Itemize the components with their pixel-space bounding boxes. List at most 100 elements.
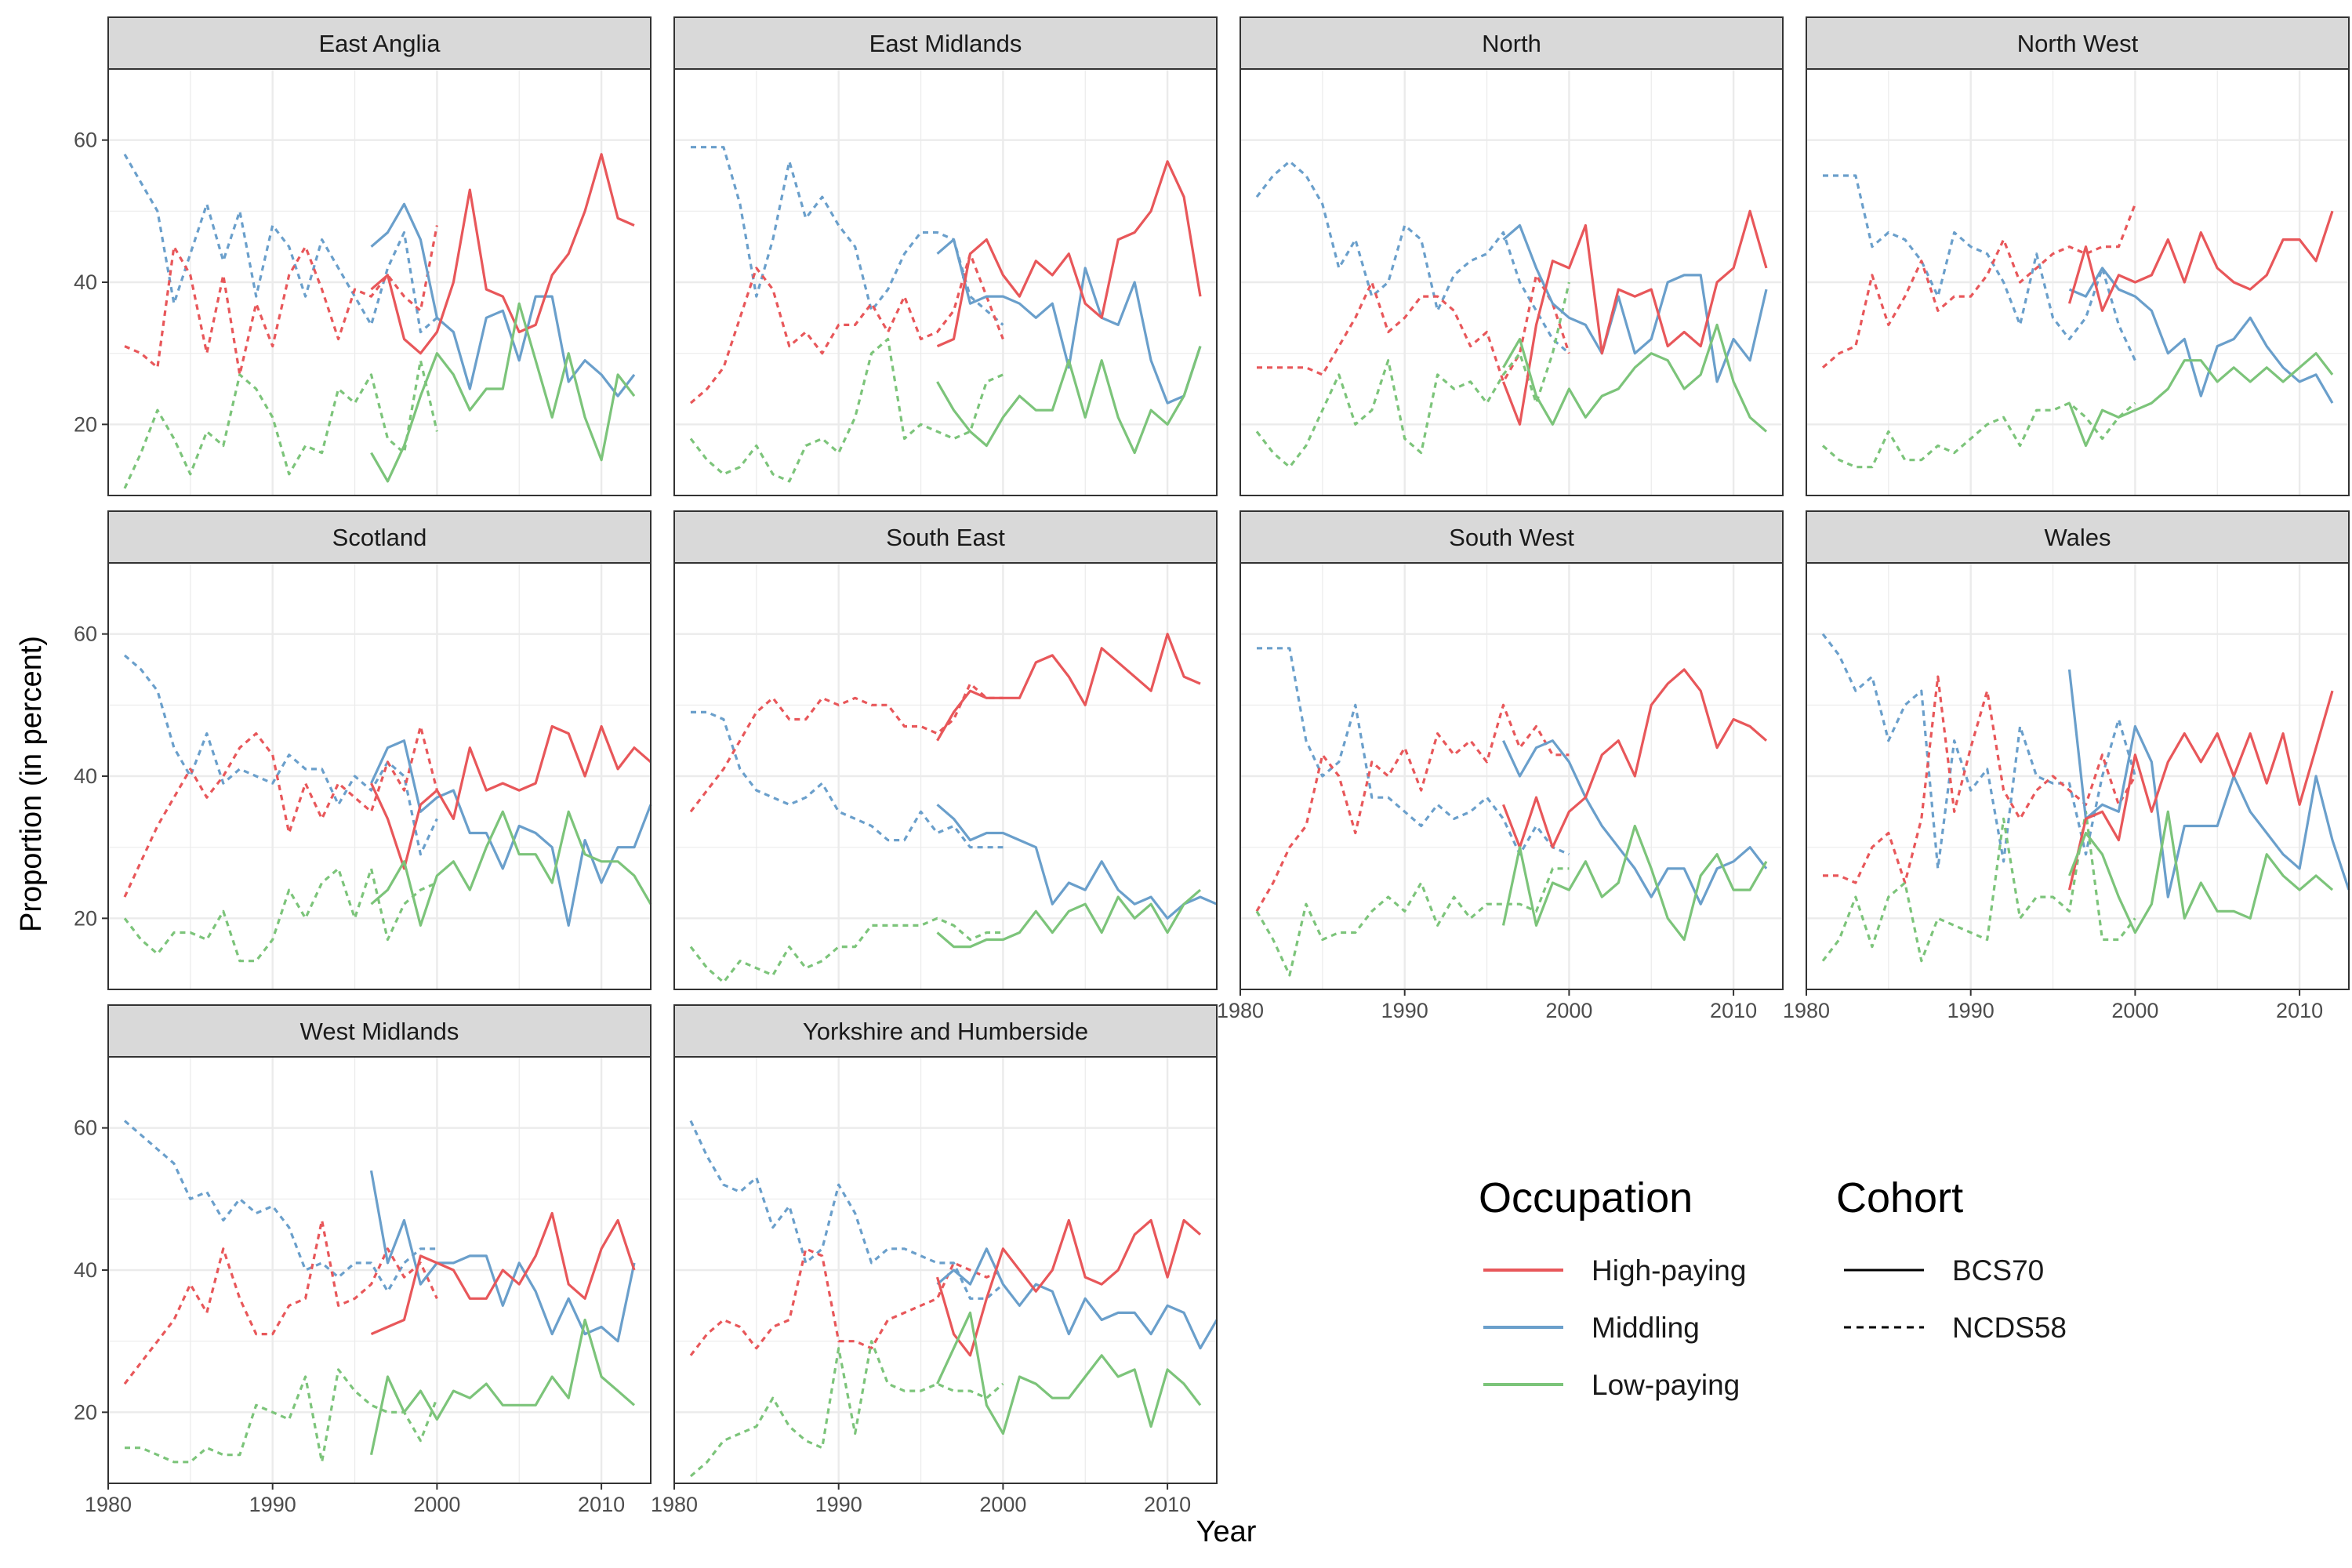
legend: Occupation High-paying Middling Low-payi… — [1479, 1174, 2067, 1401]
series-low-paying-ncds58 — [689, 1340, 1004, 1478]
series-high-paying-bcs70 — [936, 160, 1202, 348]
series-low-paying-bcs70 — [2068, 810, 2334, 935]
facet-strip — [107, 510, 652, 564]
x-tick-label: 2000 — [979, 1493, 1026, 1516]
y-tick-label: 20 — [74, 1400, 97, 1424]
series-low-paying-ncds58 — [1255, 281, 1570, 469]
series-low-paying-bcs70 — [936, 888, 1202, 949]
facet-strip-label: Wales — [2045, 524, 2111, 551]
series-middling-ncds58 — [689, 1120, 1004, 1300]
x-axis-title: Year — [1196, 1515, 1257, 1548]
panel-border — [1240, 562, 1784, 990]
panel-border — [673, 1056, 1218, 1484]
series-high-paying-bcs70 — [1502, 209, 1768, 426]
y-tick-label: 20 — [74, 906, 97, 930]
facet-strip — [1240, 16, 1784, 70]
facet-east-midlands: East Midlands — [673, 16, 1218, 496]
series-middling-ncds58 — [1823, 174, 2136, 361]
x-tick-label: 2010 — [1710, 999, 1757, 1022]
facet-strip — [1806, 16, 2350, 70]
y-axis-title-group: Proportion (in percent) — [15, 636, 48, 932]
series-low-paying-ncds58 — [123, 359, 438, 489]
facet-strip — [1806, 510, 2350, 564]
series-low-paying-bcs70 — [2068, 352, 2334, 448]
series-high-paying-bcs70 — [1502, 668, 1768, 849]
facet-panels: East Anglia 20 40 60 East Midlands North North… — [74, 16, 2350, 1516]
series-middling-bcs70 — [936, 804, 1218, 920]
series-high-paying-bcs70 — [2067, 210, 2334, 312]
x-tick-label: 2010 — [1144, 1493, 1191, 1516]
panel-border — [1806, 68, 2350, 496]
series-low-paying-bcs70 — [370, 810, 652, 927]
series-low-paying-bcs70 — [1501, 824, 1768, 942]
series-middling-ncds58 — [1255, 160, 1570, 354]
x-tick-label: 1980 — [1217, 999, 1264, 1022]
series-high-paying-bcs70 — [370, 1211, 636, 1336]
series-high-paying-ncds58 — [689, 252, 1004, 405]
series-low-paying-bcs70 — [370, 302, 636, 483]
facet-strip-label: East Anglia — [318, 30, 441, 57]
x-tick-label: 1980 — [1783, 999, 1830, 1022]
facet-scotland: Scotland 20 40 60 — [74, 510, 652, 990]
x-tick-label: 1990 — [249, 1493, 296, 1516]
x-tick-label: 2010 — [578, 1493, 625, 1516]
y-tick-label: 40 — [74, 270, 97, 294]
series-high-paying-ncds58 — [123, 724, 438, 898]
series-high-paying-bcs70 — [936, 633, 1201, 742]
x-tick-label: 1990 — [815, 1493, 862, 1516]
x-tick-label: 1980 — [85, 1493, 132, 1516]
facet-strip — [107, 16, 652, 70]
x-tick-label: 2010 — [2276, 999, 2323, 1022]
facet-strip — [1240, 510, 1784, 564]
series-middling-bcs70 — [936, 238, 1202, 405]
y-tick-label: 40 — [74, 764, 97, 788]
series-middling-ncds58 — [123, 1120, 437, 1293]
series-low-paying-ncds58 — [125, 1368, 438, 1464]
series-middling-ncds58 — [691, 710, 1004, 849]
x-axis-title-group: Year — [1196, 1515, 1257, 1548]
facet-west-midlands: West Midlands 20 40 60 1980 1990 2000 2010 — [74, 1004, 652, 1516]
y-tick-label: 60 — [74, 622, 97, 646]
series-high-paying-bcs70 — [2067, 690, 2334, 891]
facet-strip — [673, 16, 1218, 70]
series-middling-bcs70 — [936, 1247, 1218, 1350]
series-high-paying-bcs70 — [370, 153, 635, 355]
series-middling-bcs70 — [1502, 223, 1768, 383]
facet-strip-label: South West — [1449, 524, 1574, 551]
facet-strip-label: Scotland — [332, 524, 427, 551]
legend-title-cohort: Cohort — [1836, 1174, 1963, 1221]
legend-label-ncds58: NCDS58 — [1952, 1312, 2067, 1344]
series-high-paying-bcs70 — [935, 1218, 1202, 1357]
facet-east-anglia: East Anglia 20 40 60 — [74, 16, 652, 496]
series-middling-ncds58 — [123, 154, 438, 334]
series-high-paying-ncds58 — [689, 682, 1004, 813]
legend-label-bcs70: BCS70 — [1952, 1254, 2044, 1287]
facet-strip — [673, 1004, 1218, 1058]
x-tick-label: 2000 — [1545, 999, 1592, 1022]
y-tick-label: 40 — [74, 1258, 97, 1282]
series-high-paying-ncds58 — [1255, 703, 1570, 913]
facet-strip-label: North — [1482, 30, 1541, 57]
panel-border — [1240, 68, 1784, 496]
facet-yorkshire-and-humberside: Yorkshire and Humberside 1980 1990 2000 2010 — [651, 1004, 1218, 1516]
panel-border — [1806, 562, 2350, 990]
series-low-paying-bcs70 — [936, 346, 1202, 455]
legend-label-high-paying: High-paying — [1592, 1254, 1746, 1287]
legend-title-occupation: Occupation — [1479, 1174, 1693, 1221]
series-low-paying-bcs70 — [936, 1311, 1202, 1436]
facet-strip-label: Yorkshire and Humberside — [803, 1018, 1088, 1045]
facet-south-east: South East — [673, 510, 1218, 990]
legend-label-middling: Middling — [1592, 1312, 1700, 1344]
x-tick-label: 1980 — [651, 1493, 698, 1516]
series-low-paying-ncds58 — [689, 916, 1004, 984]
facet-strip-label: West Midlands — [300, 1018, 459, 1045]
x-tick-label: 2000 — [2111, 999, 2158, 1022]
series-low-paying-bcs70 — [369, 1318, 636, 1456]
x-tick-label: 1990 — [1381, 999, 1428, 1022]
facet-strip — [107, 1004, 652, 1058]
series-middling-ncds58 — [123, 654, 438, 856]
facet-south-west: South West 1980 1990 2000 2010 — [1217, 510, 1784, 1022]
y-tick-label: 60 — [74, 1116, 97, 1140]
facet-north-west: North West — [1805, 16, 2350, 496]
